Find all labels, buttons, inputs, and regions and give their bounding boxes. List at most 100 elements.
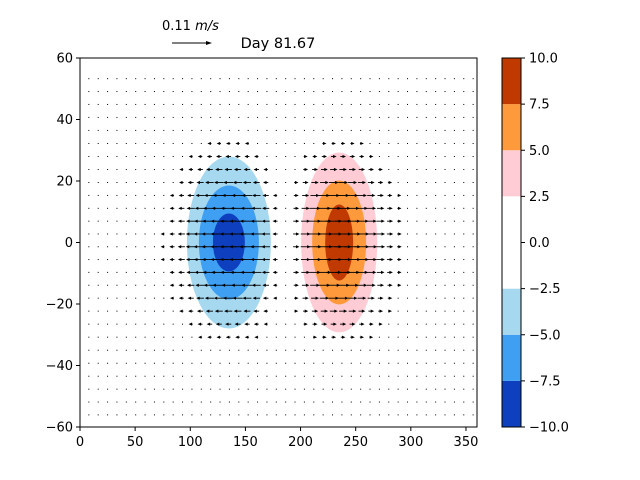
quiver-arrow [332,91,334,93]
quiver-arrow-head [229,257,233,262]
quiver-arrow [407,142,409,144]
quiver-arrow [341,362,343,364]
quiver-arrow-head [178,206,182,210]
quiver-arrow-head [371,193,376,198]
quiver-arrow [88,284,90,286]
quiver-arrow [294,156,296,158]
quiver-arrow [322,388,324,390]
quiver-arrow [153,323,155,325]
quiver-arrow-head [239,219,244,223]
quiver-arrow [116,349,118,351]
quiver-arrow [407,323,409,325]
quiver-arrow [425,169,427,171]
quiver-arrow-head [250,232,254,236]
quiver-arrow [453,271,455,273]
quiver-arrow [453,414,455,416]
quiver-arrow [444,207,446,209]
quiver-arrow [153,297,155,299]
quiver-arrow-head [388,193,393,198]
quiver-arrow-head [352,167,357,172]
quiver-arrow-head [229,245,233,249]
quiver-arrow [172,336,174,338]
quiver-arrow-head [210,219,215,223]
quiver-arrow [116,91,118,93]
quiver-arrow [97,259,99,261]
quiver-arrow [238,414,240,416]
quiver-arrow-head [233,309,238,313]
quiver-arrow [407,78,409,80]
quiver-arrow [369,375,371,377]
quiver-arrow [163,194,165,196]
quiver-arrow [350,362,352,364]
quiver-arrow [88,233,90,235]
quiver-arrow [472,297,474,299]
quiver-arrow [425,156,427,158]
quiver-arrow-head [215,322,220,326]
quiver-arrow-head [263,180,267,185]
plot-area: 0 50 100 150 200 250 300 350 −60 −40 −20 0 20 40 60 [46,52,479,451]
quiver-arrow [182,129,184,131]
quiver-key-value: 0.11 [162,19,191,34]
quiver-arrow [472,220,474,222]
colorbar-tick-label: 10.0 [529,52,558,67]
quiver-arrow-head [244,141,249,146]
quiver-arrow-head [333,322,337,326]
quiver-arrow [153,169,155,171]
quiver-arrow [182,362,184,364]
quiver-arrow [153,414,155,416]
quiver-arrow [88,194,90,196]
quiver-arrow-head [177,245,182,249]
quiver-arrow [107,116,109,118]
quiver-arrow [285,194,287,196]
quiver-arrow [407,169,409,171]
quiver-arrow [303,388,305,390]
quiver-arrow [444,375,446,377]
quiver-arrow [416,220,418,222]
quiver-arrow [275,388,277,390]
quiver-arrow [116,78,118,80]
quiver-arrow-head [243,167,248,172]
quiver-arrow [163,414,165,416]
quiver-arrow-head [333,154,337,159]
quiver-arrow-head [380,206,385,210]
quiver-arrow [303,91,305,93]
quiver-arrow [219,349,221,351]
quiver-arrow [294,388,296,390]
quiver-arrow [435,194,437,196]
quiver-arrow-head [207,335,211,339]
quiver-arrow [97,388,99,390]
quiver-arrow-head [205,309,210,313]
quiver-arrow [125,362,127,364]
quiver-arrow [210,129,212,131]
quiver-arrow [453,129,455,131]
quiver-arrow [266,156,268,158]
quiver-arrow [416,271,418,273]
quiver-arrow [97,271,99,273]
quiver-arrow [247,349,249,351]
quiver-arrow [247,388,249,390]
quiver-arrow [97,233,99,235]
quiver-arrow [182,116,184,118]
quiver-arrow [88,220,90,222]
quiver-arrow [285,182,287,184]
quiver-arrow [425,78,427,80]
quiver-arrow [416,414,418,416]
quiver-arrow [125,169,127,171]
quiver-arrow [472,142,474,144]
y-tick-label: −60 [46,421,73,436]
quiver-arrow [360,414,362,416]
quiver-arrow [472,375,474,377]
quiver-arrow [453,142,455,144]
quiver-arrow [350,78,352,80]
quiver-arrow [322,362,324,364]
quiver-key-label: 0.11 m/s [162,19,219,34]
quiver-arrow [275,129,277,131]
quiver-arrow [472,284,474,286]
quiver-arrow-head [187,180,192,185]
quiver-arrow [435,207,437,209]
quiver-arrow [107,401,109,403]
quiver-arrow [416,362,418,364]
quiver-arrow [219,129,221,131]
x-tick-label: 0 [76,435,84,450]
y-axis: −60 −40 −20 0 20 40 60 [46,52,80,436]
